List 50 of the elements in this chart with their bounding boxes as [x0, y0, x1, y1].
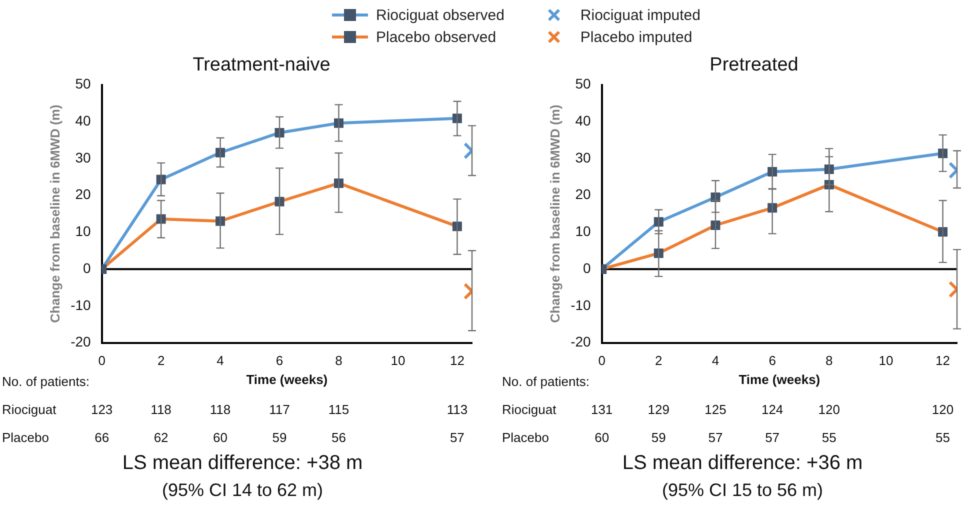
y-tick-label: 50	[75, 76, 92, 92]
x-tick-label: 4	[712, 353, 720, 368]
text: Placebo 60 59 57 57 55 55	[502, 430, 950, 445]
y-tick-label: -10	[70, 296, 92, 313]
y-tick-label: 0	[583, 260, 592, 276]
chart-title: Pretreated	[710, 54, 798, 76]
x-tick-label: 2	[157, 353, 165, 368]
x-tick-label: 6	[768, 353, 776, 368]
text: (95% CI 14 to 62 m)	[160, 480, 324, 501]
x-tick-label: 0	[598, 353, 606, 368]
x-axis-title: Time (weeks)	[246, 372, 328, 387]
y-tick-label: -10	[570, 296, 592, 313]
y-tick-label: 30	[575, 149, 592, 166]
text: No. of patients:	[502, 374, 590, 389]
y-tick-label: 20	[575, 186, 592, 202]
x-tick-label: 2	[655, 353, 662, 368]
y-tick-label: 0	[83, 260, 92, 276]
legend-label: Riociguat observed	[376, 6, 504, 24]
y-tick-label: 40	[75, 112, 92, 129]
text: (95% CI 15 to 56 m)	[660, 480, 824, 501]
x-tick-label: 6	[276, 353, 284, 368]
y-tick-label: 30	[75, 149, 92, 166]
text: LS mean difference: +36 m	[621, 452, 864, 475]
x-tick-label: 12	[936, 353, 950, 368]
y-tick-label: 10	[75, 223, 92, 240]
x-tick-label: 10	[390, 353, 406, 368]
x-tick-label: 0	[98, 353, 106, 368]
text: Riociguat 131 129 125 124 120 120	[502, 402, 954, 417]
x-tick-label: 8	[826, 353, 833, 368]
legend-label: Placebo imputed	[580, 28, 692, 46]
x-tick-label: 12	[450, 353, 464, 368]
x-axis-title: Time (weeks)	[738, 372, 820, 387]
x-tick-label: 8	[335, 353, 342, 368]
y-axis-title: Change from baseline in 6MWD (m)	[47, 104, 62, 323]
text: Riociguat 123 118 118 117 115 113	[2, 402, 468, 417]
legend-label: Placebo observed	[376, 28, 496, 46]
text: LS mean difference: +38 m	[121, 452, 364, 475]
y-axis-title: Change from baseline in 6MWD (m)	[547, 104, 562, 323]
y-tick-label: 50	[575, 76, 592, 92]
y-tick-label: -20	[570, 334, 592, 350]
y-tick-label: -20	[70, 334, 92, 350]
legend-label: Riociguat imputed	[580, 6, 700, 24]
x-tick-label: 4	[216, 353, 224, 368]
y-tick-label: 10	[575, 223, 592, 240]
y-tick-label: 40	[575, 112, 592, 129]
x-tick-label: 10	[878, 353, 894, 368]
text: No. of patients:	[2, 374, 90, 389]
chart-title: Treatment-naive	[192, 54, 330, 76]
text: Placebo 66 62 60 59 56 57	[2, 430, 464, 445]
y-tick-label: 20	[75, 186, 92, 202]
